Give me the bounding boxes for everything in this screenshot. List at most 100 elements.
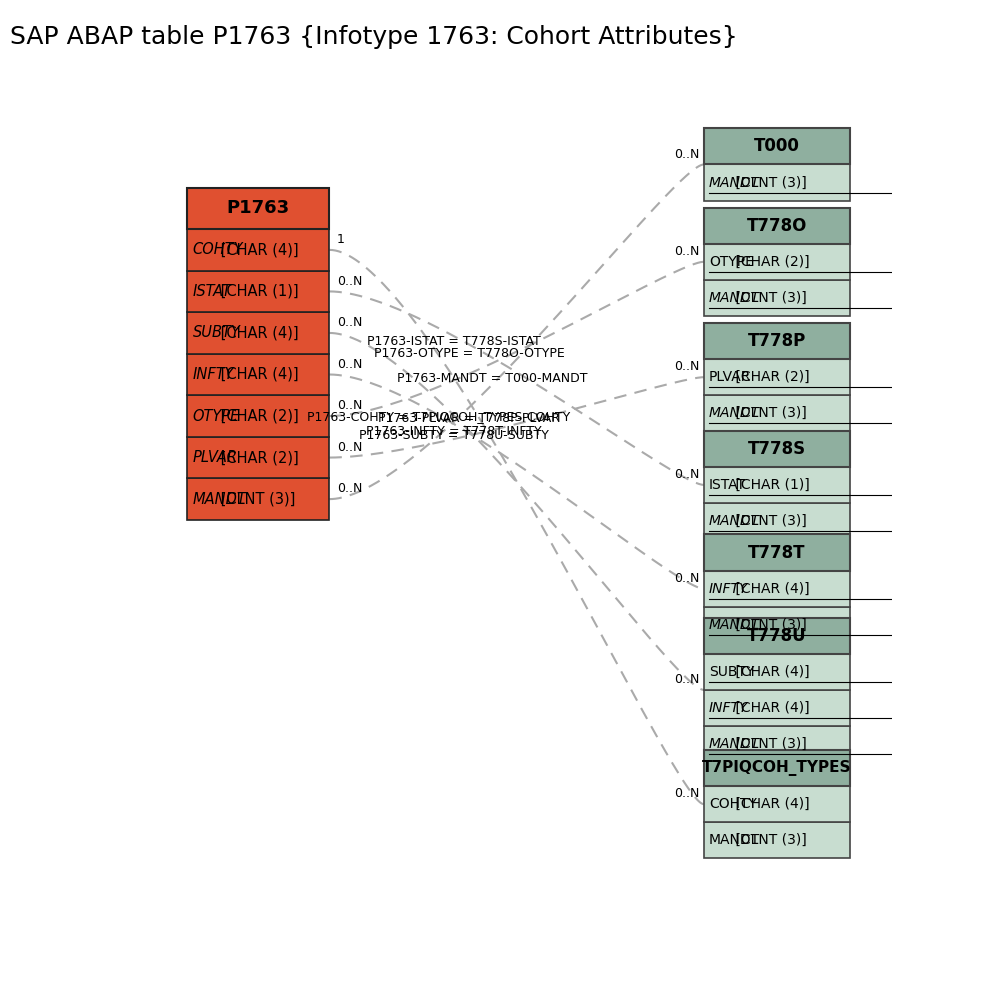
Text: [CHAR (2)]: [CHAR (2)] (216, 451, 298, 466)
Text: PLVAR: PLVAR (710, 371, 751, 385)
Text: MANDT: MANDT (710, 617, 760, 632)
Text: SUBTY: SUBTY (192, 326, 241, 341)
Text: T7PIQCOH_TYPES: T7PIQCOH_TYPES (702, 760, 851, 776)
FancyBboxPatch shape (704, 359, 849, 396)
FancyBboxPatch shape (187, 354, 329, 396)
FancyBboxPatch shape (187, 396, 329, 437)
Text: [CHAR (4)]: [CHAR (4)] (731, 797, 810, 811)
Text: MANDT: MANDT (192, 492, 247, 506)
FancyBboxPatch shape (187, 312, 329, 354)
FancyBboxPatch shape (704, 606, 849, 643)
FancyBboxPatch shape (187, 188, 329, 229)
Text: 0..N: 0..N (675, 148, 700, 161)
Text: T778T: T778T (748, 543, 806, 561)
FancyBboxPatch shape (704, 396, 849, 432)
Text: OTYPE: OTYPE (710, 255, 754, 269)
FancyBboxPatch shape (704, 822, 849, 858)
FancyBboxPatch shape (704, 653, 849, 690)
Text: 0..N: 0..N (675, 673, 700, 686)
Text: MANDT: MANDT (710, 737, 760, 751)
FancyBboxPatch shape (187, 437, 329, 479)
Text: OTYPE: OTYPE (192, 409, 240, 424)
Text: MANDT: MANDT (710, 514, 760, 528)
Text: [CHAR (2)]: [CHAR (2)] (731, 371, 810, 385)
Text: ISTAT: ISTAT (192, 284, 232, 299)
Text: P1763-MANDT = T000-MANDT: P1763-MANDT = T000-MANDT (397, 372, 588, 385)
Text: 0..N: 0..N (675, 245, 700, 258)
Text: T778P: T778P (747, 332, 806, 350)
Text: [CLNT (3)]: [CLNT (3)] (731, 617, 807, 632)
Text: [CHAR (4)]: [CHAR (4)] (216, 243, 298, 258)
Text: MANDT: MANDT (710, 407, 760, 421)
Text: INFTY: INFTY (192, 367, 234, 382)
Text: 0..N: 0..N (675, 571, 700, 584)
FancyBboxPatch shape (704, 617, 849, 653)
Text: 0..N: 0..N (337, 316, 363, 329)
Text: 0..N: 0..N (675, 361, 700, 374)
Text: [CLNT (3)]: [CLNT (3)] (731, 833, 807, 847)
FancyBboxPatch shape (704, 750, 849, 786)
Text: 0..N: 0..N (337, 441, 363, 454)
Text: [CHAR (4)]: [CHAR (4)] (731, 701, 810, 715)
FancyBboxPatch shape (704, 690, 849, 726)
Text: T778U: T778U (747, 626, 807, 644)
FancyBboxPatch shape (704, 280, 849, 316)
Text: 0..N: 0..N (337, 483, 363, 496)
Text: 1: 1 (337, 233, 345, 246)
Text: T778O: T778O (746, 217, 807, 235)
FancyBboxPatch shape (704, 570, 849, 606)
Text: 0..N: 0..N (337, 275, 363, 288)
Text: [CHAR (4)]: [CHAR (4)] (731, 664, 810, 678)
FancyBboxPatch shape (187, 229, 329, 271)
Text: MANDT: MANDT (710, 833, 760, 847)
Text: P1763-COHTY = T7PIQCOH_TYPES-COHTY: P1763-COHTY = T7PIQCOH_TYPES-COHTY (307, 410, 571, 423)
Text: INFTY: INFTY (710, 701, 748, 715)
FancyBboxPatch shape (704, 323, 849, 359)
FancyBboxPatch shape (704, 786, 849, 822)
Text: [CHAR (1)]: [CHAR (1)] (216, 284, 298, 299)
Text: ISTAT: ISTAT (710, 478, 746, 492)
FancyBboxPatch shape (187, 479, 329, 519)
Text: PLVAR: PLVAR (192, 451, 238, 466)
Text: SUBTY: SUBTY (710, 664, 754, 678)
Text: 0..N: 0..N (675, 469, 700, 482)
FancyBboxPatch shape (704, 726, 849, 762)
Text: P1763-INFTY = T778T-INFTY: P1763-INFTY = T778T-INFTY (367, 425, 542, 438)
Text: SAP ABAP table P1763 {Infotype 1763: Cohort Attributes}: SAP ABAP table P1763 {Infotype 1763: Coh… (10, 25, 737, 49)
Text: [CLNT (3)]: [CLNT (3)] (731, 291, 807, 305)
Text: INFTY: INFTY (710, 581, 748, 595)
Text: [CHAR (2)]: [CHAR (2)] (216, 409, 298, 424)
Text: P1763-OTYPE = T778O-OTYPE: P1763-OTYPE = T778O-OTYPE (375, 347, 565, 360)
Text: [CLNT (3)]: [CLNT (3)] (216, 492, 295, 506)
Text: P1763-ISTAT = T778S-ISTAT: P1763-ISTAT = T778S-ISTAT (368, 335, 541, 348)
Text: P1763-PLVAR = T778P-PLVAR: P1763-PLVAR = T778P-PLVAR (379, 413, 561, 426)
Text: [CHAR (4)]: [CHAR (4)] (731, 581, 810, 595)
Text: [CHAR (4)]: [CHAR (4)] (216, 326, 298, 341)
FancyBboxPatch shape (187, 271, 329, 312)
Text: [CLNT (3)]: [CLNT (3)] (731, 737, 807, 751)
Text: [CLNT (3)]: [CLNT (3)] (731, 514, 807, 528)
Text: P1763-SUBTY = T778U-SUBTY: P1763-SUBTY = T778U-SUBTY (359, 430, 549, 443)
FancyBboxPatch shape (704, 431, 849, 467)
Text: [CLNT (3)]: [CLNT (3)] (731, 407, 807, 421)
FancyBboxPatch shape (704, 128, 849, 165)
Text: MANDT: MANDT (710, 291, 760, 305)
FancyBboxPatch shape (704, 244, 849, 280)
Text: T000: T000 (754, 138, 800, 156)
FancyBboxPatch shape (704, 208, 849, 244)
Text: COHTY: COHTY (710, 797, 757, 811)
Text: 0..N: 0..N (337, 358, 363, 371)
Text: [CHAR (1)]: [CHAR (1)] (731, 478, 810, 492)
Text: [CHAR (2)]: [CHAR (2)] (731, 255, 810, 269)
FancyBboxPatch shape (704, 502, 849, 539)
Text: 0..N: 0..N (675, 787, 700, 800)
Text: [CHAR (4)]: [CHAR (4)] (216, 367, 298, 382)
FancyBboxPatch shape (704, 467, 849, 502)
Text: P1763: P1763 (227, 200, 289, 218)
Text: 0..N: 0..N (337, 400, 363, 413)
FancyBboxPatch shape (704, 534, 849, 570)
Text: MANDT: MANDT (710, 176, 760, 190)
Text: COHTY: COHTY (192, 243, 243, 258)
Text: [CLNT (3)]: [CLNT (3)] (731, 176, 807, 190)
FancyBboxPatch shape (704, 165, 849, 201)
